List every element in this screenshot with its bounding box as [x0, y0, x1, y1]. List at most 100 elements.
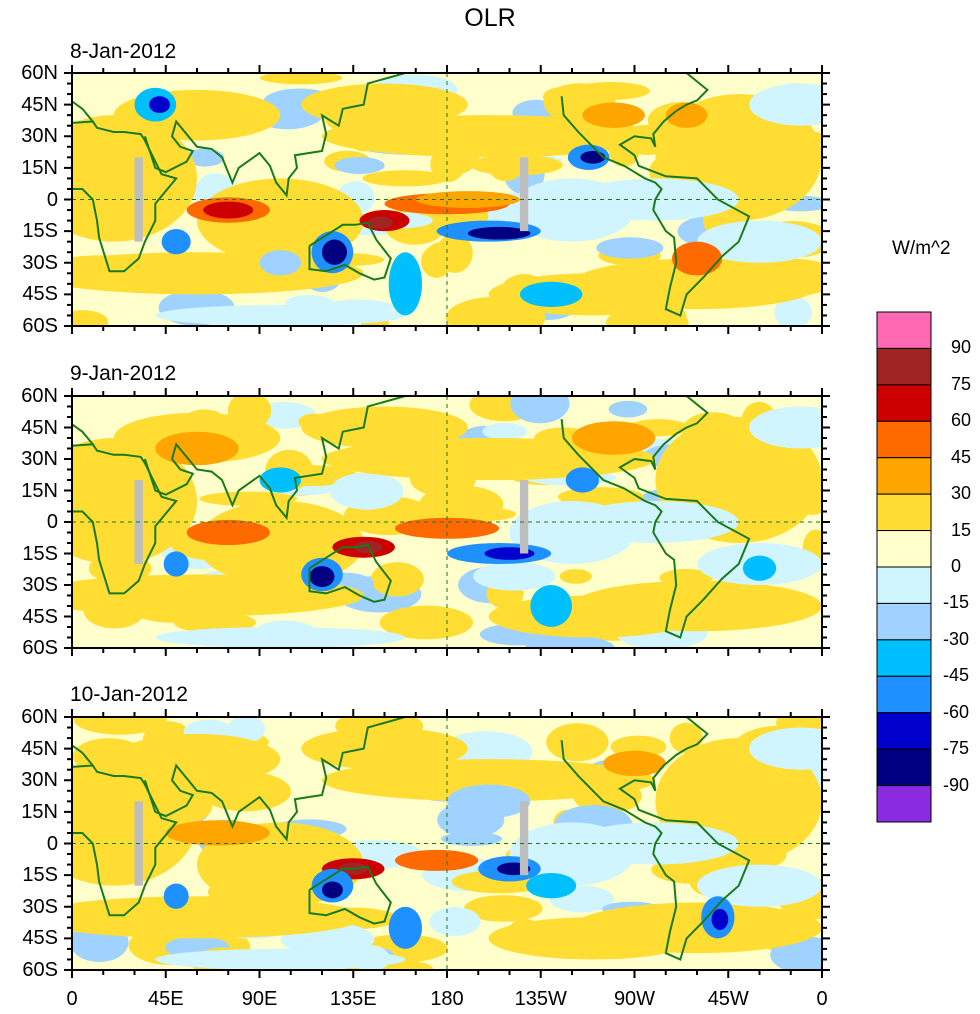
- contour-fill: [185, 148, 225, 167]
- missing-data: [519, 801, 529, 876]
- contour-fill: [113, 733, 281, 785]
- contour-fill: [259, 250, 302, 276]
- lat-label: 30S: [22, 574, 58, 596]
- contour-fill: [72, 574, 364, 617]
- contour-fill: [163, 551, 189, 577]
- lon-label: 45E: [147, 988, 184, 1010]
- lat-label: 0: [46, 511, 58, 533]
- contour-fill: [163, 883, 189, 909]
- contour-fill: [467, 226, 531, 240]
- colorbar-box: [876, 311, 932, 349]
- contour-fill: [509, 178, 635, 242]
- contour-fill: [438, 506, 517, 522]
- contour-fill: [259, 467, 302, 493]
- contour-fill: [334, 156, 385, 174]
- colorbar-box: [876, 420, 932, 459]
- contour-fill: [379, 605, 474, 640]
- coastline-africa: [72, 100, 178, 273]
- contour-fill: [72, 310, 109, 326]
- lat-label: 30N: [21, 769, 58, 792]
- contour-fill: [525, 635, 615, 648]
- colorbar-label: 90: [951, 337, 972, 358]
- contour-fill: [155, 304, 406, 326]
- map-panel-3: [64, 709, 830, 978]
- contour-fill: [388, 906, 423, 949]
- coastline-americas: [560, 396, 751, 639]
- colorbar-box: [876, 748, 932, 787]
- contour-fill: [165, 820, 270, 846]
- contour-fill: [447, 784, 531, 819]
- contour-fill: [161, 229, 191, 255]
- contour-fill: [301, 83, 468, 126]
- lon-label: 135W: [514, 988, 567, 1010]
- lat-label: 60N: [21, 62, 58, 84]
- contour-fill: [526, 873, 577, 899]
- colorbar-label: 45: [951, 446, 972, 467]
- lat-label: 15N: [21, 800, 58, 823]
- contour-fill: [155, 948, 406, 970]
- contour-fill: [72, 896, 364, 939]
- colorbar-box: [876, 566, 932, 604]
- colorbar-box: [876, 639, 932, 677]
- contour-fill: [301, 406, 468, 449]
- contour-fill: [774, 296, 813, 326]
- contour-fill: [742, 555, 777, 581]
- colorbar-label: 75: [951, 373, 972, 394]
- contour-fill: [203, 201, 254, 219]
- contour-fill: [596, 237, 664, 259]
- contour-fill: [565, 467, 600, 493]
- lon-label: 45W: [707, 988, 749, 1010]
- contour-fill: [260, 73, 343, 85]
- contour-fill: [73, 717, 167, 735]
- colorbar-label: -45: [943, 665, 970, 686]
- contour-fill: [155, 627, 406, 648]
- panel-date-1: 8-Jan-2012: [70, 40, 177, 63]
- contour-fill: [301, 727, 468, 770]
- lon-label: 0: [66, 988, 78, 1010]
- colorbar-box: [876, 675, 932, 714]
- lat-label: 30S: [22, 251, 58, 274]
- lat-label: 60S: [22, 959, 58, 981]
- contour-fill: [572, 421, 656, 455]
- contour-fill: [464, 895, 543, 922]
- contour-fill: [510, 396, 570, 424]
- panel-date-2: 9-Jan-2012: [70, 362, 177, 385]
- lat-label: 15N: [21, 479, 58, 502]
- colorbar-label: -90: [943, 774, 970, 795]
- lat-label: 60N: [21, 706, 58, 728]
- panel-date-3: 10-Jan-2012: [70, 683, 188, 706]
- map-panel-1: [64, 65, 830, 334]
- contour-fill: [72, 115, 197, 242]
- lon-label: 180: [430, 988, 464, 1010]
- coastline-asia: [143, 73, 406, 198]
- colorbar-box: [876, 712, 932, 750]
- lat-label: 30S: [22, 895, 58, 918]
- colorbar-unit: W/m^2: [892, 238, 951, 259]
- colorbar-label: -60: [943, 701, 970, 722]
- lat-label: 0: [46, 832, 58, 855]
- contour-fill: [429, 907, 481, 937]
- lat-label: 30N: [21, 448, 58, 470]
- lat-label: 45N: [21, 93, 58, 116]
- lon-label: 0: [816, 988, 828, 1010]
- lat-label: 15S: [22, 864, 58, 887]
- colorbar-box: [876, 493, 932, 532]
- coastline-americas: [560, 73, 751, 317]
- contour-fill: [559, 569, 592, 584]
- lat-label: 60N: [21, 385, 58, 407]
- missing-data: [519, 157, 529, 232]
- contour-fill: [665, 102, 708, 128]
- colorbar-box: [876, 530, 932, 568]
- coastline-australia: [308, 221, 392, 281]
- contour-fill: [394, 517, 500, 539]
- contour-fill: [388, 252, 423, 316]
- colorbar-label: -75: [943, 738, 970, 759]
- contour-fill: [72, 438, 197, 564]
- colorbar-label: -30: [943, 628, 970, 649]
- contour-fill: [394, 849, 479, 871]
- lon-label: 135E: [329, 988, 377, 1010]
- lon-label: 90E: [241, 988, 278, 1010]
- contour-fill: [473, 561, 556, 591]
- colorbar-box: [876, 602, 932, 641]
